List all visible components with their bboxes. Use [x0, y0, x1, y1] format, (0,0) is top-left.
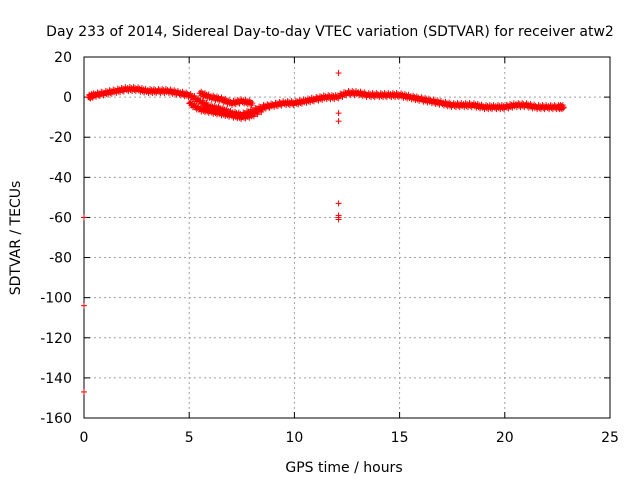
grid	[84, 57, 610, 418]
data-point	[249, 100, 256, 107]
x-axis-label: GPS time / hours	[285, 460, 402, 476]
data-point-outlier	[335, 110, 342, 117]
y-tick-label: -160	[40, 411, 72, 427]
x-tick-label: 15	[391, 430, 409, 446]
axis-ticks: 0 5 10 15 20 25 20 0 -20 -40 -60 -80 -100 -120 -140 -16…	[40, 50, 619, 446]
data-point-outlier	[81, 302, 87, 309]
chart-title: Day 233 of 2014, Sidereal Day-to-day VTE…	[46, 24, 614, 40]
y-tick-label: -20	[49, 130, 72, 146]
data-point	[560, 104, 567, 111]
data-point-outlier	[335, 200, 342, 207]
y-tick-label: -140	[40, 371, 72, 387]
data-points	[81, 70, 567, 395]
data-point-outlier	[81, 388, 87, 395]
y-tick-label: -60	[49, 210, 72, 226]
x-tick-label: 0	[80, 430, 89, 446]
data-point-outlier	[335, 214, 342, 221]
data-point-outlier	[335, 70, 342, 77]
plot-frame	[83, 56, 611, 419]
y-tick-label: -80	[49, 251, 72, 267]
x-tick-label: 20	[496, 430, 514, 446]
y-axis-label: SDTVAR / TECUs	[8, 181, 24, 296]
data-point-outlier	[81, 214, 87, 221]
x-tick-label: 25	[601, 430, 619, 446]
x-tick-label: 5	[185, 430, 194, 446]
y-tick-label: 20	[54, 50, 72, 66]
y-tick-label: 0	[63, 90, 72, 106]
y-tick-label: -100	[40, 291, 72, 307]
data-point	[259, 106, 266, 113]
y-tick-label: -40	[49, 170, 72, 186]
y-tick-label: -120	[40, 331, 72, 347]
data-point-outlier	[335, 118, 342, 125]
x-tick-label: 10	[285, 430, 303, 446]
